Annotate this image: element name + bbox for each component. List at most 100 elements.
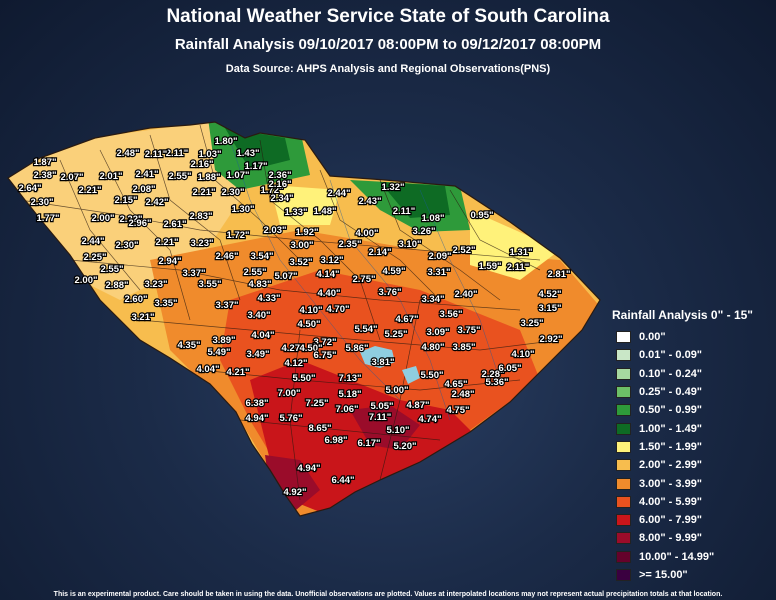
rainfall-observation: 3.25" xyxy=(521,318,544,329)
legend-label: 1.50" - 1.99" xyxy=(639,440,703,453)
rainfall-observation: 1.07" xyxy=(227,170,250,181)
rainfall-observation: 2.55" xyxy=(244,267,267,278)
rainfall-observation: 2.83" xyxy=(190,211,213,222)
legend-swatch xyxy=(616,440,631,453)
rainfall-observation: 2.11" xyxy=(507,262,529,273)
rainfall-observation: 3.55" xyxy=(199,279,222,290)
legend-item: 3.00" - 3.99" xyxy=(608,474,776,492)
rainfall-observation: 4.04" xyxy=(252,330,275,341)
rainfall-observation: 3.81" xyxy=(372,357,395,368)
rainfall-observation: 2.52" xyxy=(453,245,476,256)
legend-label: 4.00" - 5.99" xyxy=(639,495,703,508)
legend-item: 0.50" - 0.99" xyxy=(608,401,776,419)
rainfall-observation: 4.27" xyxy=(282,343,305,354)
rainfall-observation: 1.43" xyxy=(237,148,260,159)
rainfall-observation: 4.83" xyxy=(249,279,272,290)
northern-darkgreen-area xyxy=(225,128,290,170)
rainfall-observation: 2.16" xyxy=(269,179,292,190)
legend-item: 8.00" - 9.99" xyxy=(608,529,776,547)
rainfall-observation: 1.72" xyxy=(227,230,250,241)
legend-swatch xyxy=(616,477,631,490)
rainfall-observation: 1.33" xyxy=(285,207,308,218)
rainfall-observation: 4.52" xyxy=(539,289,562,300)
rainfall-observation: 2.35" xyxy=(339,239,362,250)
rainfall-observation: 4.35" xyxy=(178,340,201,351)
rainfall-observation: 4.92" xyxy=(284,487,307,498)
rainfall-observation: 5.07" xyxy=(275,271,298,282)
rainfall-observation: 2.03" xyxy=(264,225,287,236)
legend-item: 0.00" xyxy=(608,328,776,346)
rainfall-observation: 2.22" xyxy=(120,214,143,225)
legend: Rainfall Analysis 0" - 15" 0.00" 0.01" - … xyxy=(608,308,776,584)
rainfall-observation: 2.55" xyxy=(169,171,192,182)
legend-swatch xyxy=(616,367,631,380)
rainfall-observation: 7.06" xyxy=(336,404,359,415)
rainfall-observation: 6.75" xyxy=(314,350,337,361)
rainfall-observation: 0.95" xyxy=(471,210,494,221)
rainfall-observation: 6.44" xyxy=(332,475,355,486)
rainfall-observation: 2.11" xyxy=(145,149,167,160)
pee-dee-darkgreen-area xyxy=(380,182,450,218)
rainfall-observation: 2.16" xyxy=(191,159,214,170)
rainfall-observation: 3.09" xyxy=(427,327,450,338)
rainfall-observation: 4.12" xyxy=(285,358,308,369)
rainfall-observation: 6.05" xyxy=(499,363,522,374)
rainfall-observation: 5.05" xyxy=(371,401,394,412)
rainfall-observation: 2.09" xyxy=(429,251,452,262)
rainfall-observation: 3.89" xyxy=(213,335,236,346)
rainfall-observation: 2.25" xyxy=(84,252,107,263)
rainfall-observation: 2.28" xyxy=(482,369,505,380)
rainfall-observation: 4.74" xyxy=(419,414,442,425)
rainfall-observation: 3.85" xyxy=(453,342,476,353)
rainfall-observation: 3.72" xyxy=(314,337,337,348)
rainfall-observation: 3.00" xyxy=(291,240,314,251)
legend-label: 10.00" - 14.99" xyxy=(639,550,715,563)
north-central-yellow-area xyxy=(270,185,340,225)
legend-item: 4.00" - 5.99" xyxy=(608,493,776,511)
rainfall-observation: 5.54" xyxy=(355,324,378,335)
legend-swatch xyxy=(616,386,631,399)
rainfall-observation: 1.31" xyxy=(510,247,533,258)
rainfall-observation: 4.94" xyxy=(298,463,321,474)
rainfall-observation: 7.13" xyxy=(339,373,362,384)
rainfall-observation: 1.17" xyxy=(245,161,268,172)
lake-marion xyxy=(360,346,395,368)
page-subtitle: Rainfall Analysis 09/10/2017 08:00PM to … xyxy=(174,36,602,53)
rainfall-observation: 1.48" xyxy=(314,206,337,217)
legend-item: 10.00" - 14.99" xyxy=(608,548,776,566)
rainfall-observation: 1.30" xyxy=(232,204,255,215)
rainfall-observation: 2.44" xyxy=(82,236,105,247)
legend-item: 2.00" - 2.99" xyxy=(608,456,776,474)
legend-swatch xyxy=(616,331,631,344)
page-title: National Weather Service State of South … xyxy=(166,6,610,27)
rainfall-observation: 2.15" xyxy=(115,195,138,206)
rainfall-observation: 5.20" xyxy=(394,441,417,452)
rainfall-observation: 2.55" xyxy=(101,264,124,275)
rainfall-observation: 1.32" xyxy=(382,182,405,193)
rainfall-observation: 6.17" xyxy=(358,438,381,449)
rainfall-observation: 5.49" xyxy=(208,347,231,358)
legend-item: 1.50" - 1.99" xyxy=(608,438,776,456)
rainfall-observation: 3.35" xyxy=(155,298,178,309)
rainfall-observation: 6.38" xyxy=(246,398,269,409)
rainfall-observation: 2.08" xyxy=(133,184,156,195)
rainfall-observation: 4.50" xyxy=(300,343,323,354)
rainfall-observation: 2.30" xyxy=(31,197,54,208)
data-source: Data Source: AHPS Analysis and Regional … xyxy=(225,63,551,75)
rainfall-observation: 4.67" xyxy=(396,314,419,325)
county-lines xyxy=(19,124,561,501)
rainfall-observation: 8.65" xyxy=(309,423,332,434)
legend-swatch xyxy=(616,459,631,472)
rainfall-observation: 2.60" xyxy=(125,294,148,305)
rainfall-observation: 2.34" xyxy=(271,193,294,204)
rainfall-observation: 1.59" xyxy=(479,261,502,272)
rainfall-observation: 3.76" xyxy=(379,287,402,298)
legend-swatch xyxy=(616,349,631,362)
rainfall-observation: 3.52" xyxy=(290,257,313,268)
rainfall-observation: 2.46" xyxy=(216,251,239,262)
rainfall-observation: 4.50" xyxy=(298,319,321,330)
legend-label: 3.00" - 3.99" xyxy=(639,477,703,490)
rainfall-observation: 2.21" xyxy=(156,237,179,248)
rainfall-observation: 3.75" xyxy=(458,325,481,336)
